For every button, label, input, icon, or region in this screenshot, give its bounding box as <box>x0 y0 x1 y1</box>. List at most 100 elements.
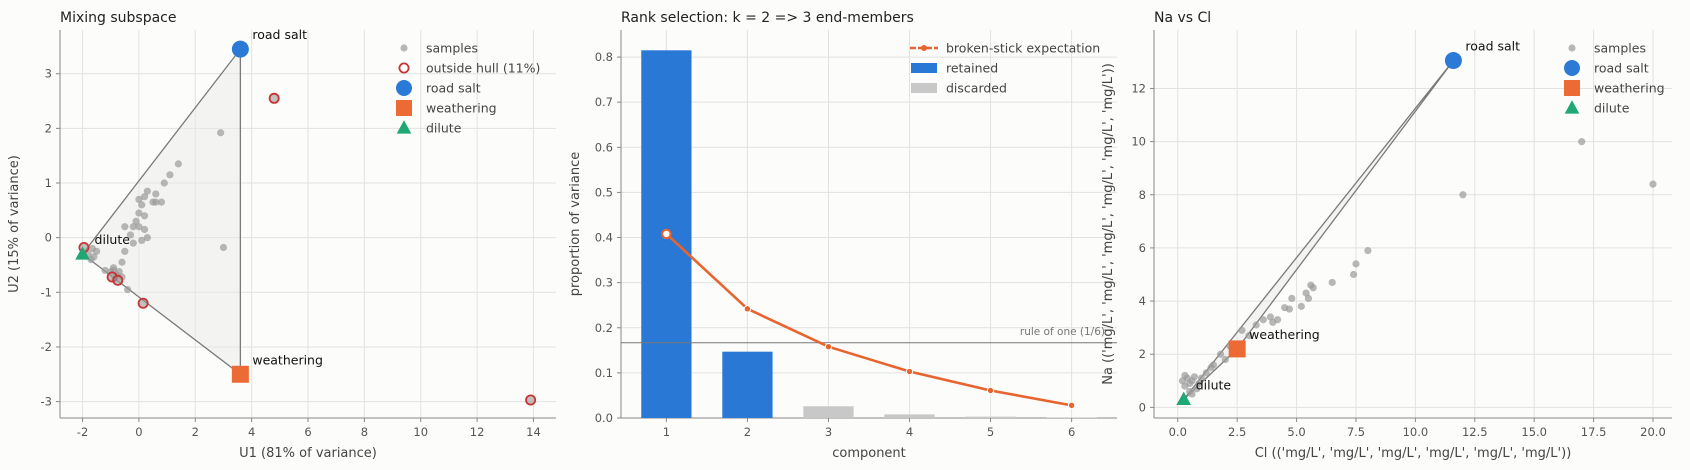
legend: broken-stick expectation retained discarde… <box>910 41 1100 96</box>
sample-point <box>1349 270 1358 279</box>
x-tick-label: 6 <box>304 425 311 439</box>
legend-label: samples <box>426 41 478 56</box>
sample-point <box>124 285 132 294</box>
y-tick-label: 0 <box>1139 400 1146 414</box>
x-tick-label: 2 <box>192 425 199 439</box>
sample-point <box>1207 363 1215 372</box>
x-tick-label: 17.5 <box>1581 425 1607 439</box>
x-tick-label: 3 <box>825 425 832 439</box>
end-member-label: weathering <box>252 352 323 367</box>
broken-stick-point <box>986 386 995 395</box>
sample-point <box>157 198 166 206</box>
x-axis-label: U1 (81% of variance) <box>239 446 377 461</box>
legend-marker <box>1564 80 1580 96</box>
legend-label: road salt <box>1594 61 1649 76</box>
x-tick-label: 7.5 <box>1347 425 1365 439</box>
sample-point <box>121 247 129 255</box>
y-tick-label: 0.5 <box>595 185 613 199</box>
legend-label: dilute <box>426 121 462 136</box>
discarded-bar <box>803 406 854 418</box>
sample-point <box>1578 138 1586 146</box>
broken-stick-point <box>661 228 672 240</box>
legend: samples outside hull (11%) road salt weathe… <box>396 41 540 136</box>
sample-point <box>115 267 123 276</box>
legend-label: retained <box>946 61 998 76</box>
sample-point <box>129 223 137 231</box>
na-vs-cl-panel: 0.0 2.5 5.0 7.5 10.0 12.5 15.0 17.5 20.0 0 2 4 6 8 10 1… <box>1101 10 1672 461</box>
x-tick-label: 4 <box>248 425 255 439</box>
sample-point <box>1245 332 1253 340</box>
sample-point <box>1285 305 1294 313</box>
sample-point <box>138 201 146 209</box>
outside-hull-point <box>268 92 280 104</box>
end-member-label: dilute <box>95 232 131 247</box>
mixing-hull <box>81 47 242 376</box>
sample-point <box>217 129 225 137</box>
legend-label: samples <box>1594 41 1646 56</box>
sample-point <box>135 195 143 204</box>
y-tick-label: 0.4 <box>595 231 613 245</box>
sample-point <box>1328 278 1336 287</box>
sample-point <box>1297 302 1305 310</box>
sample-point <box>135 223 143 231</box>
sample-point <box>138 236 146 244</box>
legend-marker <box>911 83 937 93</box>
legend-marker <box>398 62 410 74</box>
x-tick-label: 5.0 <box>1287 425 1305 439</box>
y-tick-label: -3 <box>41 395 52 409</box>
end-member-marker <box>231 40 249 58</box>
chart-title: Na vs Cl <box>1154 10 1211 26</box>
y-tick-label: 2 <box>1139 347 1146 361</box>
sample-point <box>219 243 228 252</box>
legend-label: dilute <box>1594 101 1630 116</box>
y-tick-label: 0.0 <box>595 411 613 425</box>
sample-point <box>1364 246 1372 255</box>
y-tick-label: 0.2 <box>595 321 613 335</box>
end-member-marker <box>1444 52 1462 70</box>
x-tick-label: 10 <box>413 425 428 439</box>
end-member-label: road salt <box>252 27 307 42</box>
sample-point <box>129 239 137 247</box>
sample-point <box>1304 294 1313 303</box>
y-tick-label: -1 <box>41 285 52 299</box>
legend-marker <box>396 120 412 134</box>
chart-title: Rank selection: k = 2 => 3 end-members <box>621 10 914 26</box>
x-tick-label: 14 <box>526 425 541 439</box>
y-tick-label: 0.7 <box>595 95 613 109</box>
sample-point <box>152 198 160 206</box>
sample-point <box>1649 180 1657 188</box>
legend-marker <box>396 80 412 96</box>
sample-point <box>143 187 151 195</box>
y-tick-label: 10 <box>1131 135 1146 149</box>
y-axis-label: proportion of variance <box>568 152 583 296</box>
legend-label: outside hull (11%) <box>426 61 540 76</box>
y-tick-label: 0.6 <box>595 140 613 154</box>
chart-title: Mixing subspace <box>60 10 176 26</box>
broken-stick-point <box>905 367 914 376</box>
end-member-marker <box>75 246 90 260</box>
y-axis-label: Na (('mg/L', 'mg/L', 'mg/L', 'mg/L', 'mg… <box>1101 63 1116 385</box>
legend-marker <box>396 100 412 116</box>
sample-point <box>1252 321 1260 329</box>
end-member-label: road salt <box>1465 39 1520 54</box>
sample-point <box>93 247 101 255</box>
x-tick-label: 1 <box>663 425 670 439</box>
sample-point <box>152 190 160 198</box>
end-member-marker <box>231 365 249 383</box>
y-tick-label: 1 <box>45 176 52 190</box>
outside-hull-point <box>112 274 124 286</box>
x-tick-label: 5 <box>987 425 994 439</box>
sample-point <box>140 225 149 234</box>
broken-stick-point <box>824 343 833 351</box>
y-tick-label: 0.1 <box>595 366 613 380</box>
sample-point <box>90 253 98 261</box>
broken-stick-line <box>665 232 1072 407</box>
sample-point <box>1352 260 1360 268</box>
legend-marker <box>400 44 408 52</box>
legend-marker <box>911 63 937 73</box>
y-tick-label: 8 <box>1139 188 1146 202</box>
sample-point <box>1216 350 1225 358</box>
sample-point <box>160 179 168 187</box>
sample-point <box>1273 316 1282 324</box>
